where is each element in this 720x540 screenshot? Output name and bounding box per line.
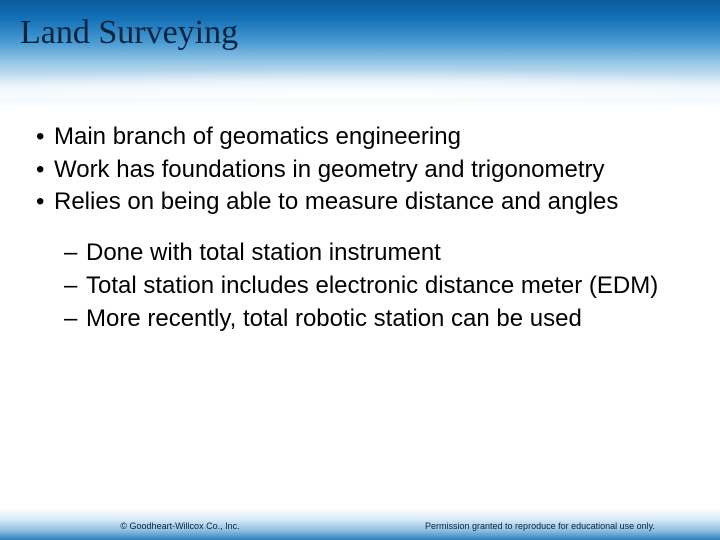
list-item: Main branch of geomatics engineering: [32, 122, 700, 153]
list-item: Work has foundations in geometry and tri…: [32, 155, 700, 186]
list-item: More recently, total robotic station can…: [62, 304, 700, 335]
slide-content: Main branch of geomatics engineering Wor…: [32, 122, 700, 336]
footer-permission: Permission granted to reproduce for educ…: [360, 521, 720, 531]
sub-bullet-list: Done with total station instrument Total…: [62, 238, 700, 334]
footer-copyright: © Goodheart-Willcox Co., Inc.: [0, 521, 360, 531]
list-item: Total station includes electronic distan…: [62, 271, 700, 302]
list-item: Relies on being able to measure distance…: [32, 187, 700, 218]
slide: Land Surveying Main branch of geomatics …: [0, 0, 720, 540]
page-title: Land Surveying: [20, 14, 238, 52]
bullet-list: Main branch of geomatics engineering Wor…: [32, 122, 700, 218]
list-item: Done with total station instrument: [62, 238, 700, 269]
